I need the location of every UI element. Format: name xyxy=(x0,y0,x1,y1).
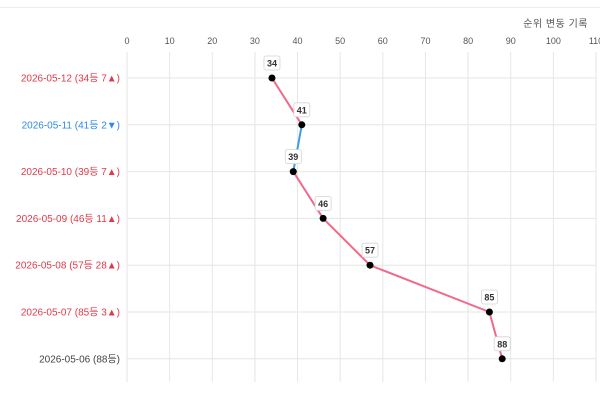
data-label-text: 34 xyxy=(267,59,277,69)
category-label: 2026-05-12 (34등 7▲) xyxy=(21,73,120,85)
data-label: 34 xyxy=(263,55,281,71)
data-point xyxy=(298,121,306,129)
data-label-box xyxy=(314,195,332,211)
data-label-text: 46 xyxy=(318,199,328,209)
x-tick-label-30: 30 xyxy=(250,36,260,46)
data-labels: 34 41 39 46 57 85 88 xyxy=(263,55,511,352)
data-label: 46 xyxy=(314,195,332,211)
data-label: 41 xyxy=(293,102,311,118)
data-label-box xyxy=(493,336,511,352)
data-point xyxy=(498,355,506,363)
x-tick-label-40: 40 xyxy=(293,36,303,46)
line-segment xyxy=(488,311,504,360)
grid-lines xyxy=(126,52,597,382)
top-divider xyxy=(0,7,600,8)
data-label-box xyxy=(293,102,311,118)
data-label-box xyxy=(284,149,302,165)
category-labels: 2026-05-12 (34등 7▲) 2026-05-11 (41등 2▼) 20… xyxy=(15,73,120,366)
data-label-text: 57 xyxy=(365,246,375,256)
x-tick-label-100: 100 xyxy=(546,36,561,46)
x-tick-label-50: 50 xyxy=(335,36,345,46)
data-label-box xyxy=(361,242,379,258)
data-point xyxy=(366,261,374,269)
x-tick-label-110: 110 xyxy=(589,36,600,46)
data-point xyxy=(268,74,276,82)
line-segment xyxy=(369,264,491,313)
data-label-text: 85 xyxy=(484,293,494,303)
category-label: 2026-05-08 (57등 28▲) xyxy=(15,260,120,272)
data-point xyxy=(485,308,493,316)
data-point xyxy=(319,214,327,222)
data-label-text: 88 xyxy=(497,339,507,349)
x-tick-label-60: 60 xyxy=(378,36,388,46)
axis-ticks: 0 10 20 30 40 50 60 70 80 90 100 110 xyxy=(124,36,600,46)
data-label: 85 xyxy=(481,289,498,305)
x-tick-label-70: 70 xyxy=(420,36,430,46)
category-label: 2026-05-09 (46등 11▲) xyxy=(16,213,120,225)
data-label-text: 39 xyxy=(288,152,298,162)
data-point xyxy=(289,168,297,176)
category-label: 2026-05-10 (39등 7▲) xyxy=(21,166,120,178)
x-tick-label-10: 10 xyxy=(165,36,175,46)
chart-title: 순위 변동 기록 xyxy=(523,19,588,30)
data-label-box xyxy=(263,55,281,71)
x-tick-label-90: 90 xyxy=(506,36,516,46)
data-label-box xyxy=(481,289,498,305)
data-label: 57 xyxy=(361,242,379,258)
category-label: 2026-05-06 (88등) xyxy=(39,353,120,365)
category-label: 2026-05-07 (85등 3▲) xyxy=(21,307,120,319)
data-label: 39 xyxy=(284,149,302,165)
x-tick-label-0: 0 xyxy=(124,36,129,46)
data-label-text: 41 xyxy=(297,105,307,115)
data-label: 88 xyxy=(493,336,511,352)
data-points xyxy=(268,74,506,363)
x-tick-label-80: 80 xyxy=(463,36,473,46)
category-label: 2026-05-11 (41등 2▼) xyxy=(22,119,120,131)
line-segment xyxy=(322,217,372,267)
x-tick-label-20: 20 xyxy=(207,36,217,46)
